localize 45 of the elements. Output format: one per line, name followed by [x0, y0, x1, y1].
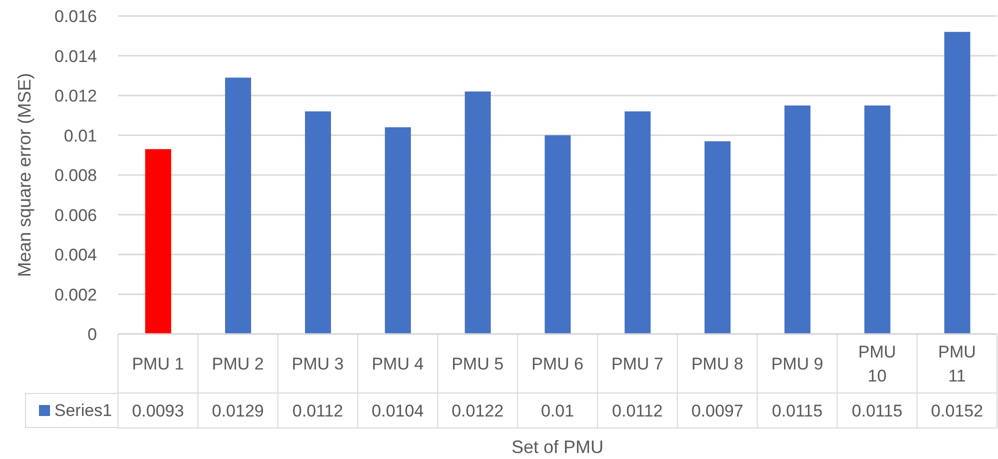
data-label: 0.0104 [372, 401, 424, 420]
x-axis-title: Set of PMU [511, 437, 604, 457]
data-label: 0.0129 [212, 401, 264, 420]
y-tick-label: 0.004 [54, 246, 97, 265]
y-tick-label: 0.016 [54, 7, 97, 26]
y-tick-label: 0.014 [54, 46, 97, 66]
legend-label: Series1 [54, 400, 112, 420]
data-label: 0.0097 [691, 401, 744, 420]
bar [464, 92, 491, 334]
data-label: 0.0152 [931, 401, 984, 420]
y-tick-label: 0.01 [64, 126, 97, 146]
x-tick-label: PMU 1 [132, 354, 184, 374]
data-label: 0.0122 [452, 401, 504, 420]
data-label: 0.0112 [292, 401, 344, 420]
data-label: 0.0093 [132, 401, 184, 420]
x-tick-label: PMU 9 [771, 354, 824, 374]
y-tick-label: 0.006 [54, 206, 97, 225]
data-label: 0.0115 [772, 401, 823, 420]
y-tick-label: 0.012 [54, 86, 97, 106]
bar [384, 127, 411, 334]
x-tick-label: PMU 4 [372, 354, 424, 374]
x-tick-label: PMU 5 [452, 354, 504, 374]
y-tick-label: 0.008 [54, 166, 97, 186]
bar [944, 32, 970, 334]
bar [145, 149, 172, 334]
data-label: 0.01 [540, 401, 574, 420]
x-tick-label: PMU 7 [611, 354, 664, 374]
bar [784, 105, 810, 334]
bar [304, 111, 331, 334]
y-tick-label: 0.002 [54, 285, 97, 304]
bar [624, 111, 651, 334]
data-label: 0.0115 [852, 401, 903, 420]
bar [544, 135, 571, 334]
y-axis-title: Mean square error (MSE) [14, 72, 34, 278]
x-tick-label: PMU 6 [532, 354, 584, 374]
x-tick-label: PMU 2 [212, 354, 264, 374]
y-tick-label: 0 [88, 325, 97, 344]
x-tick-label: PMU 8 [691, 354, 744, 374]
x-tick-label: PMU 10 [858, 342, 896, 386]
x-tick-label: PMU 11 [938, 342, 976, 386]
data-label: 0.0112 [612, 401, 663, 420]
bar [864, 105, 890, 334]
bar [225, 78, 252, 334]
x-tick-label: PMU 3 [292, 354, 344, 374]
bar [704, 141, 731, 334]
